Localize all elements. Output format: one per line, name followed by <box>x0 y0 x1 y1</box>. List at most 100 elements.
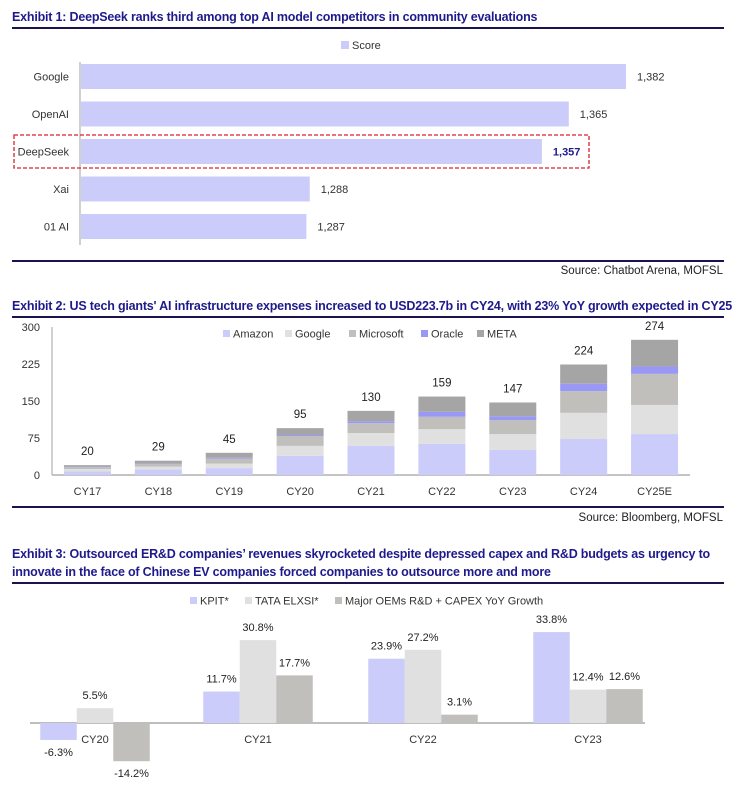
bar-segment-amazon-cy17 <box>63 471 111 475</box>
bar-cy21-series-2 <box>276 675 313 723</box>
value-label-cy20-series-0: -6.3% <box>44 747 73 759</box>
x-tick-cy18: CY18 <box>145 486 173 498</box>
exhibit-1-title-rule <box>12 27 724 29</box>
category-label-xai: Xai <box>53 184 69 196</box>
bar-segment-google-cy25e <box>631 404 679 435</box>
category-label-01-ai: 01 AI <box>44 222 69 234</box>
legend-label-amazon: Amazon <box>233 329 273 341</box>
exhibit-1-title: Exhibit 1: DeepSeek ranks third among to… <box>12 10 538 24</box>
exhibit-1-bottom-rule <box>12 260 724 262</box>
exhibit-2-title: Exhibit 2: US tech giants' AI infrastruc… <box>12 299 732 313</box>
bar-cy22-series-2 <box>441 714 478 723</box>
x-tick-cy22: CY22 <box>409 734 437 746</box>
bar-segment-oracle-cy24 <box>560 383 608 392</box>
bar-segment-amazon-cy24 <box>560 438 608 475</box>
total-label-cy25e: 274 <box>645 321 665 333</box>
bar-segment-microsoft-cy19 <box>205 458 253 464</box>
value-label-cy23-series-2: 12.6% <box>609 671 640 683</box>
total-label-cy17: 20 <box>81 446 94 458</box>
y-tick-75: 75 <box>28 433 40 445</box>
bar-segment-meta-cy24 <box>560 364 608 384</box>
bar-segment-meta-cy25e <box>631 339 679 367</box>
bar-segment-google-cy20 <box>276 445 324 456</box>
bar-segment-meta-cy18 <box>134 460 182 464</box>
bar-cy20-series-1 <box>76 708 114 723</box>
legend-swatch-oracle <box>421 330 428 337</box>
bar-segment-meta-cy17 <box>63 465 111 467</box>
bar-segment-google-cy23 <box>489 434 537 450</box>
exhibit-3-title-rule <box>12 582 724 584</box>
bar-cy21-series-1 <box>239 640 277 723</box>
legend-swatch-1 <box>245 597 252 604</box>
legend-swatch-meta <box>477 330 484 337</box>
value-label-cy21-series-0: 11.7% <box>206 674 237 686</box>
y-tick-300: 300 <box>22 322 40 334</box>
bar-segment-amazon-cy23 <box>489 449 537 475</box>
bar-cy23-series-0 <box>533 632 570 723</box>
bar-segment-microsoft-cy24 <box>560 391 608 413</box>
bar-segment-oracle-cy21 <box>347 421 395 424</box>
value-label-deepseek: 1,357 <box>553 147 581 159</box>
x-tick-cy23: CY23 <box>499 486 527 498</box>
bar-segment-microsoft-cy23 <box>489 420 537 435</box>
x-tick-cy21: CY21 <box>244 734 272 746</box>
total-label-cy19: 45 <box>223 434 236 446</box>
bar-segment-meta-cy23 <box>489 402 537 417</box>
bar-segment-amazon-cy20 <box>276 455 324 475</box>
bar-segment-microsoft-cy21 <box>347 423 395 434</box>
bar-01-ai <box>81 214 307 239</box>
legend-label-tata-elxsi: TATA ELXSI* <box>255 596 319 608</box>
value-label-cy23-series-1: 12.4% <box>572 672 603 684</box>
exhibit-2-title-rule <box>12 316 724 318</box>
bar-segment-microsoft-cy20 <box>276 436 324 446</box>
exhibit-3-title-line-1: Exhibit 3: Outsourced ER&D companies’ re… <box>12 547 710 561</box>
legend-swatch-0 <box>190 597 197 604</box>
bar-cy23-series-2 <box>606 689 643 723</box>
legend-label-google: Google <box>295 329 330 341</box>
x-tick-cy20: CY20 <box>81 734 109 746</box>
exhibit-1-source: Source: Chatbot Arena, MOFSL <box>560 265 723 277</box>
value-label-cy20-series-1: 5.5% <box>82 690 107 702</box>
x-tick-cy17: CY17 <box>74 486 102 498</box>
bar-segment-meta-cy21 <box>347 410 395 422</box>
bar-openai <box>81 101 569 127</box>
bar-segment-microsoft-cy18 <box>134 464 182 467</box>
bar-segment-meta-cy20 <box>276 428 324 436</box>
bar-segment-google-cy17 <box>63 469 111 472</box>
total-label-cy18: 29 <box>152 442 165 454</box>
value-label-google: 1,382 <box>637 72 665 84</box>
legend-swatch-amazon <box>223 330 230 337</box>
value-label-openai: 1,365 <box>580 109 608 121</box>
bar-segment-oracle-cy20 <box>276 435 324 437</box>
total-label-cy20: 95 <box>294 409 307 421</box>
exhibit-3-title-line-2: innovate in the face of Chinese EV compa… <box>12 565 551 579</box>
y-tick-225: 225 <box>22 359 40 371</box>
exhibit-2-source: Source: Bloomberg, MOFSL <box>578 512 723 524</box>
legend-label-microsoft: Microsoft <box>359 329 404 341</box>
total-label-cy22: 159 <box>432 378 451 390</box>
x-tick-cy23: CY23 <box>574 734 602 746</box>
bar-segment-amazon-cy19 <box>205 468 253 475</box>
value-label-xai: 1,288 <box>321 184 349 196</box>
bar-segment-oracle-cy25e <box>631 366 679 374</box>
bar-segment-oracle-cy22 <box>418 411 466 417</box>
bar-segment-meta-cy22 <box>418 396 466 412</box>
legend-label-oracle: Oracle <box>431 329 463 341</box>
bar-segment-oracle-cy23 <box>489 416 537 421</box>
y-tick-150: 150 <box>22 396 40 408</box>
bar-segment-microsoft-cy22 <box>418 416 466 430</box>
bar-cy20-series-2 <box>113 723 150 762</box>
value-label-01-ai: 1,287 <box>317 222 345 234</box>
category-label-google: Google <box>34 72 69 84</box>
category-label-deepseek: DeepSeek <box>18 147 70 159</box>
legend-label-meta: META <box>487 329 517 341</box>
legend-label-score: Score <box>352 40 381 52</box>
legend-label-kpit: KPIT* <box>200 596 229 608</box>
x-tick-cy24: CY24 <box>570 486 598 498</box>
legend-swatch-google <box>285 330 292 337</box>
x-tick-cy22: CY22 <box>428 486 456 498</box>
value-label-cy23-series-0: 33.8% <box>536 614 567 626</box>
bar-segment-amazon-cy22 <box>418 443 466 475</box>
bar-segment-amazon-cy25e <box>631 434 679 475</box>
x-tick-cy20: CY20 <box>286 486 314 498</box>
